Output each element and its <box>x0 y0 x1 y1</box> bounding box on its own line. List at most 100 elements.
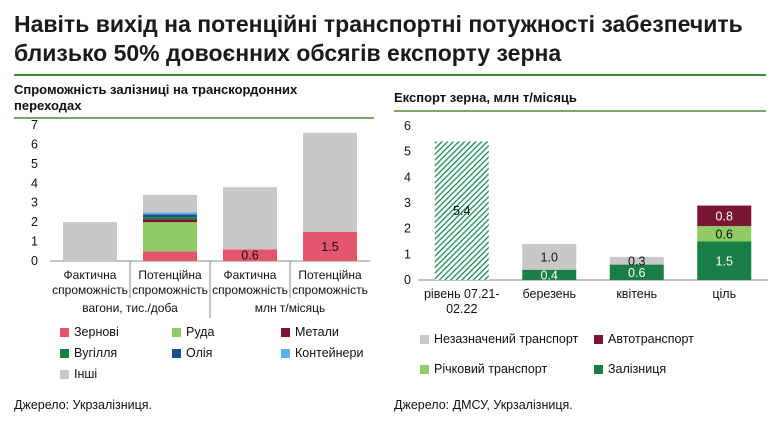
bar-segment-richkovyi <box>697 226 752 242</box>
bar-segment-ruda <box>143 222 197 252</box>
bar-total-hatched <box>434 141 489 280</box>
bar-segment-zaliznytsia <box>697 241 752 280</box>
x-tick-label: спроможність <box>212 283 288 297</box>
bar-segment-inshi <box>303 132 357 232</box>
y-tick-label: 4 <box>404 170 411 184</box>
left-chart-divider <box>14 117 374 119</box>
legend-label-kontejnery: Контейнери <box>295 346 364 360</box>
y-tick-label: 5 <box>404 145 411 159</box>
legend-label-vuhillia: Вугілля <box>74 346 118 360</box>
y-tick-label: 2 <box>31 215 38 229</box>
data-label: 1.0 <box>541 250 558 264</box>
legend-label-oliia: Олія <box>186 346 213 360</box>
legend-swatch-nezaznachenyi <box>420 334 429 344</box>
legend-label-inshi: Інші <box>74 367 98 381</box>
right-chart-title: Експорт зерна, млн т/місяць <box>394 90 577 105</box>
legend-swatch-kontejnery <box>281 348 290 358</box>
bar-segment-zernovi <box>143 251 197 261</box>
legend-item-kontejnery: Контейнери <box>281 346 363 360</box>
right-chart-source: Джерело: ДМСУ, Укрзалізниця. <box>394 398 573 412</box>
data-label: 0.6 <box>241 249 258 263</box>
y-tick-label: 2 <box>404 222 411 236</box>
bar-segment-nezaznachenyi <box>522 244 577 270</box>
legend-label-avto: Автотранспорт <box>608 332 694 346</box>
bar-segment-nezaznachenyi <box>609 256 664 265</box>
x-tick-label: березень <box>522 287 576 301</box>
x-tick-label: спроможність <box>52 283 128 297</box>
bar-segment-avto <box>697 205 752 227</box>
legend-swatch-inshi <box>60 369 69 379</box>
legend-item-oliia: Олія <box>172 346 212 360</box>
legend-item-zaliznytsia: Залізниця <box>594 362 666 376</box>
data-label: 1.5 <box>716 254 733 268</box>
y-tick-label: 3 <box>404 196 411 210</box>
legend-item-zernovi: Зернові <box>60 325 119 339</box>
legend-swatch-zernovi <box>60 327 69 337</box>
bar-segment-inshi <box>143 194 197 213</box>
legend-label-zaliznytsia: Залізниця <box>608 362 667 376</box>
legend-swatch-richkovyi <box>420 364 429 374</box>
x-tick-label: 02.22 <box>446 302 477 316</box>
right-chart-divider <box>394 110 766 112</box>
x-tick-label: Потенційна <box>138 268 202 282</box>
data-label: 0.8 <box>716 209 733 223</box>
legend-label-nezaznachenyi: Незазначений транспорт <box>434 332 579 346</box>
y-tick-label: 3 <box>31 196 38 210</box>
x-tick-label: Фактична <box>224 268 277 282</box>
x-tick-label: рівень 07.21- <box>424 287 500 301</box>
x-tick-label: спроможність <box>292 283 368 297</box>
x-tick-label: Фактична <box>64 268 117 282</box>
left-chart-title: Спроможність залізниці на транскордонних… <box>14 82 298 113</box>
legend-swatch-zaliznytsia <box>594 364 603 374</box>
bar-segment-zernovi <box>223 249 277 261</box>
legend-swatch-avto <box>594 334 603 344</box>
group-label: млн т/місяць <box>255 301 326 315</box>
data-label: 0.6 <box>716 227 733 241</box>
legend-swatch-oliia <box>172 348 181 358</box>
data-label: 1.5 <box>321 240 338 254</box>
legend-label-richkovyi: Річковий транспорт <box>434 362 548 376</box>
legend-swatch-vuhillia <box>60 348 69 358</box>
legend-swatch-metaly <box>281 327 290 337</box>
legend-item-metaly: Метали <box>281 325 339 339</box>
data-label: 5.4 <box>453 204 470 218</box>
bar-segment-zaliznytsia <box>609 264 664 280</box>
bar-segment-kontejnery <box>143 212 197 215</box>
y-tick-label: 5 <box>31 157 38 171</box>
y-tick-label: 0 <box>31 254 38 268</box>
x-tick-label: квітень <box>616 287 657 301</box>
legend-item-richkovyi: Річковий транспорт <box>420 362 547 376</box>
data-label: 0.4 <box>541 268 558 282</box>
title-divider <box>14 74 766 76</box>
y-tick-label: 4 <box>31 176 38 190</box>
data-label: 0.6 <box>628 266 645 280</box>
bar-segment-vuhillia <box>143 217 197 220</box>
data-label: 0.3 <box>628 254 645 268</box>
legend-label-metaly: Метали <box>295 325 339 339</box>
legend-item-vuhillia: Вугілля <box>60 346 117 360</box>
page-title: Навіть вихід на потенційні транспортні п… <box>14 11 743 66</box>
bar-segment-inshi <box>223 187 277 250</box>
legend-label-ruda: Руда <box>186 325 215 339</box>
bar-segment-inshi <box>63 222 117 261</box>
legend-swatch-ruda <box>172 327 181 337</box>
bar-segment-metaly <box>143 219 197 223</box>
left-chart-source: Джерело: Укрзалізниця. <box>14 398 153 412</box>
x-tick-label: спроможність <box>132 283 208 297</box>
x-tick-label: ціль <box>712 287 736 301</box>
legend-item-inshi: Інші <box>60 367 97 381</box>
bar-segment-oliia <box>143 214 197 218</box>
legend-item-ruda: Руда <box>172 325 214 339</box>
bar-segment-zernovi <box>303 231 357 261</box>
y-tick-label: 1 <box>404 247 411 261</box>
bar-segment-zaliznytsia <box>522 269 577 280</box>
y-tick-label: 6 <box>31 137 38 151</box>
legend-label-zernovi: Зернові <box>74 325 119 339</box>
legend-item-nezaznachenyi: Незазначений транспорт <box>420 332 578 346</box>
y-tick-label: 7 <box>31 118 38 132</box>
group-label: вагони, тис./доба <box>82 301 178 315</box>
y-tick-label: 1 <box>31 235 38 249</box>
y-tick-label: 6 <box>404 119 411 133</box>
